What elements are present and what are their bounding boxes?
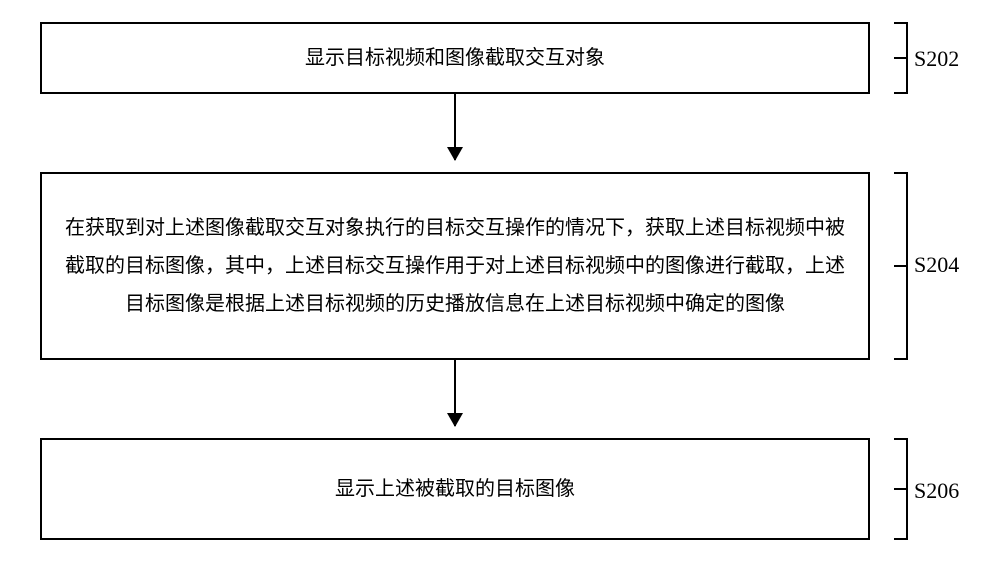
arrow-2 bbox=[454, 360, 456, 426]
flow-step-s202: 显示目标视频和图像截取交互对象 bbox=[40, 22, 870, 94]
step-label-s202: S202 bbox=[914, 46, 959, 72]
step-label-s206: S206 bbox=[914, 478, 959, 504]
flow-step-s206: 显示上述被截取的目标图像 bbox=[40, 438, 870, 540]
arrow-1 bbox=[454, 94, 456, 160]
step-label-s204: S204 bbox=[914, 252, 959, 278]
flow-step-s204: 在获取到对上述图像截取交互对象执行的目标交互操作的情况下，获取上述目标视频中被截… bbox=[40, 172, 870, 360]
flow-step-text: 在获取到对上述图像截取交互对象执行的目标交互操作的情况下，获取上述目标视频中被截… bbox=[64, 209, 846, 323]
flow-step-text: 显示目标视频和图像截取交互对象 bbox=[305, 39, 605, 77]
flow-step-text: 显示上述被截取的目标图像 bbox=[335, 470, 575, 508]
brace-s202 bbox=[878, 22, 908, 94]
brace-s204 bbox=[878, 172, 908, 360]
brace-s206 bbox=[878, 438, 908, 540]
